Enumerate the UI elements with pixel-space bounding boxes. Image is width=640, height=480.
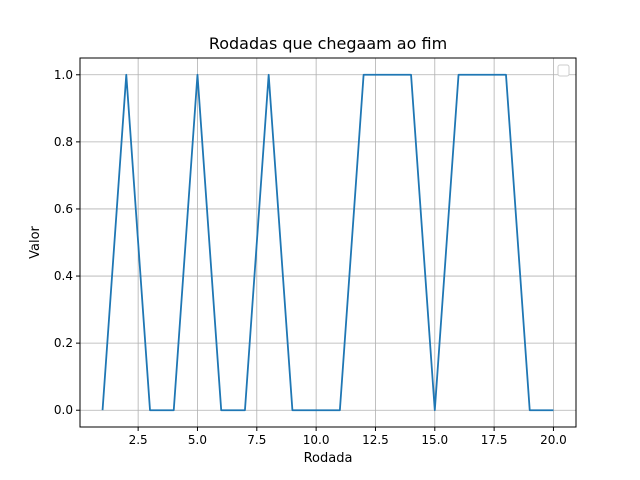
axes-frame (79, 57, 577, 428)
x-axis-label: Rodada (304, 451, 353, 466)
x-tick-label: 12.5 (362, 433, 389, 447)
y-tick-label: 1.0 (54, 68, 73, 82)
y-tick-label: 0.2 (54, 336, 73, 350)
x-tick-label: 5.0 (188, 433, 207, 447)
y-axis-ticks: 0.0 0.2 0.4 0.6 0.8 1.0 (54, 68, 80, 417)
x-tick-label: 15.0 (421, 433, 448, 447)
plot-series (101, 73, 554, 412)
x-tick-label: 10.0 (303, 433, 330, 447)
series-line (101, 73, 554, 412)
y-tick-label: 0.6 (54, 202, 73, 216)
x-tick-label: 2.5 (129, 433, 148, 447)
legend-box (557, 64, 570, 77)
x-axis-ticks: 2.5 5.0 7.5 10.0 12.5 15.0 17.5 20.0 (129, 427, 567, 447)
y-tick-label: 0.8 (54, 135, 73, 149)
x-tick-label: 17.5 (481, 433, 508, 447)
chart-title: Rodadas que chegaam ao fim (209, 34, 447, 53)
y-axis-label: Valor (28, 225, 43, 258)
x-tick-label: 7.5 (247, 433, 266, 447)
y-tick-label: 0.4 (54, 269, 73, 283)
x-tick-label: 20.0 (540, 433, 567, 447)
y-tick-label: 0.0 (54, 403, 73, 417)
